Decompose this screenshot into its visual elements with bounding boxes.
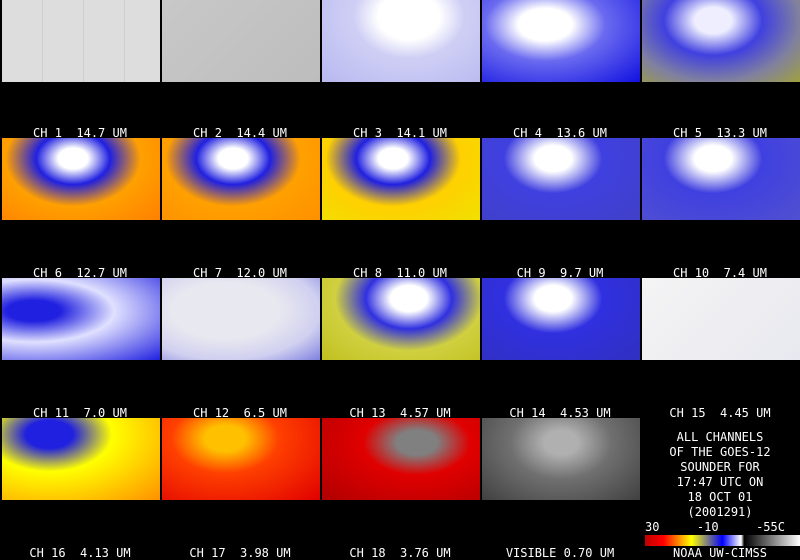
satellite-image xyxy=(322,0,480,82)
channel-label: CH 14 4.53 UM xyxy=(509,406,611,420)
channel-label: CH 18 3.76 UM xyxy=(349,546,451,560)
channel-label: CH 15 4.45 UM xyxy=(669,406,771,420)
channel-label: CH 3 14.1 UM xyxy=(353,126,447,140)
colorbar xyxy=(645,535,800,546)
satellite-image xyxy=(2,418,160,500)
channel-label: CH 8 11.0 UM xyxy=(353,266,447,280)
satellite-image xyxy=(322,278,480,360)
satellite-image xyxy=(162,418,320,500)
info-line: ALL CHANNELS xyxy=(676,430,764,444)
credit: NOAA UW-CIMSS xyxy=(673,546,767,560)
satellite-image xyxy=(642,278,800,360)
satellite-image xyxy=(2,0,160,82)
satellite-image xyxy=(482,278,640,360)
channel-label: CH 2 14.4 UM xyxy=(193,126,287,140)
info-text: ALL CHANNELS OF THE GOES-12 SOUNDER FOR 17:… xyxy=(640,430,800,520)
channel-label: VISIBLE 0.70 UM xyxy=(505,546,615,560)
satellite-image xyxy=(2,278,160,360)
channel-label: CH 6 12.7 UM xyxy=(33,266,127,280)
channel-label: CH 13 4.57 UM xyxy=(349,406,451,420)
colorbar-label: -10 xyxy=(696,520,719,534)
satellite-image xyxy=(322,138,480,220)
channel-label: CH 1 14.7 UM xyxy=(33,126,127,140)
colorbar-label: -55C xyxy=(756,520,785,534)
info-line: SOUNDER FOR xyxy=(680,460,760,474)
satellite-image xyxy=(482,138,640,220)
info-line: 17:47 UTC ON xyxy=(676,475,764,489)
satellite-image xyxy=(482,0,640,82)
channel-label: CH 17 3.98 UM xyxy=(189,546,291,560)
channel-label: CH 5 13.3 UM xyxy=(673,126,767,140)
satellite-image xyxy=(162,278,320,360)
satellite-image xyxy=(162,0,320,82)
satellite-image xyxy=(482,418,640,500)
channel-label: CH 9 9.7 UM xyxy=(516,266,604,280)
satellite-image xyxy=(642,138,800,220)
info-line: OF THE GOES-12 xyxy=(669,445,771,459)
channel-label: CH 11 7.0 UM xyxy=(33,406,127,420)
colorbar-labels: 30 -10 -55C xyxy=(645,520,785,534)
channel-label: CH 4 13.6 UM xyxy=(513,126,607,140)
satellite-image xyxy=(2,138,160,220)
satellite-image xyxy=(162,138,320,220)
channel-label: CH 12 6.5 UM xyxy=(193,406,287,420)
channel-label: CH 10 7.4 UM xyxy=(673,266,767,280)
satellite-image xyxy=(322,418,480,500)
info-line: (2001291) xyxy=(687,505,753,519)
info-line: 18 OCT 01 xyxy=(687,490,753,504)
channel-label: CH 7 12.0 UM xyxy=(193,266,287,280)
satellite-image xyxy=(642,0,800,82)
channel-label: CH 16 4.13 UM xyxy=(29,546,131,560)
colorbar-label: 30 xyxy=(645,520,660,534)
